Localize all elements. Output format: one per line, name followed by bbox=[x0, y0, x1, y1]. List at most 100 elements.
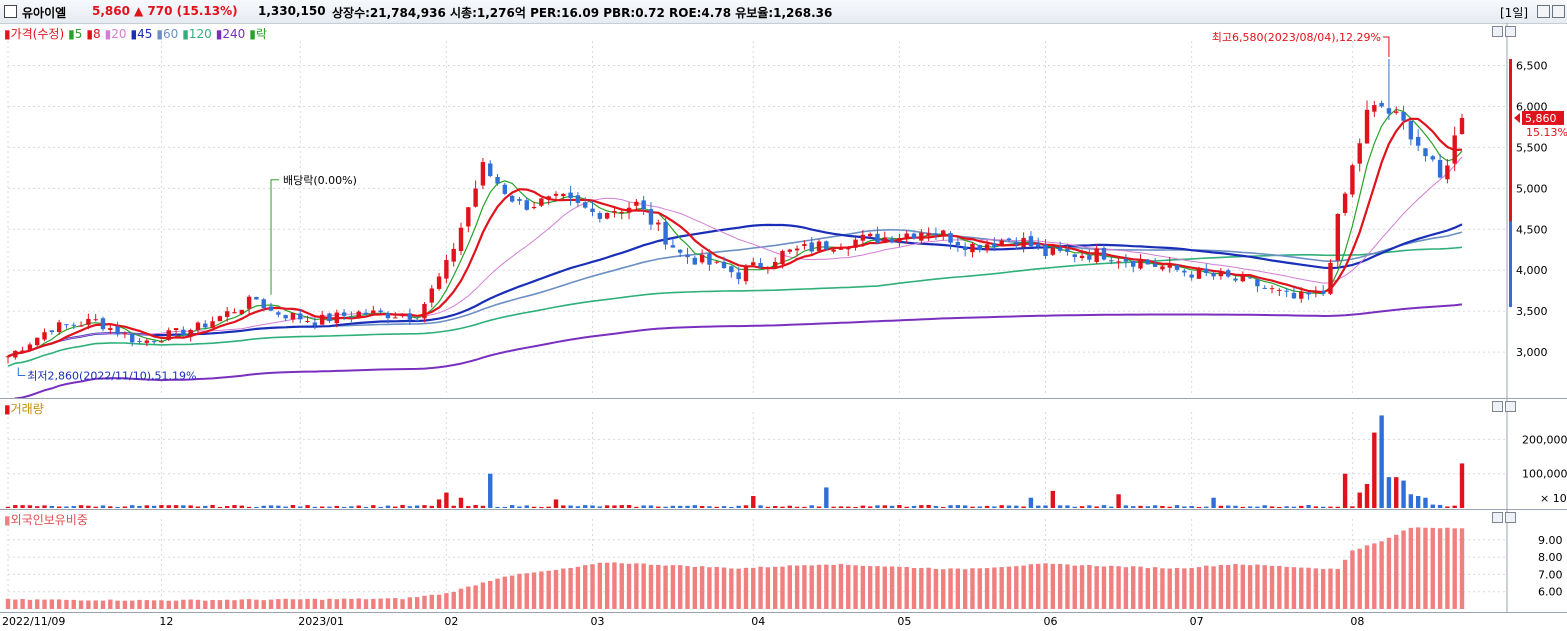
volume-bar bbox=[1379, 415, 1384, 508]
panel-settings-icon[interactable] bbox=[1492, 26, 1503, 37]
panel-settings-icon[interactable] bbox=[1492, 401, 1503, 412]
volume-bar bbox=[1211, 497, 1216, 508]
volume-bar bbox=[889, 505, 895, 508]
volume-bar bbox=[524, 505, 529, 508]
volume-bar bbox=[488, 473, 493, 508]
candle-body bbox=[1138, 260, 1143, 269]
candle-body bbox=[473, 188, 478, 207]
volume-bar bbox=[1028, 497, 1034, 508]
candle-body bbox=[298, 313, 303, 320]
candle-body bbox=[1262, 287, 1267, 289]
foreign-ratio-bar bbox=[1277, 565, 1282, 609]
price-change: ▲ 770 (15.13%) bbox=[134, 4, 238, 18]
candle-body bbox=[1204, 268, 1209, 274]
volume-bar bbox=[451, 505, 456, 508]
candle-body bbox=[407, 313, 413, 320]
y-tick-label: 5,500 bbox=[1516, 141, 1548, 154]
panel-close-icon[interactable] bbox=[1505, 401, 1516, 412]
foreign-ratio-bar bbox=[1189, 567, 1194, 609]
foreign-ratio-bar bbox=[1437, 528, 1443, 609]
foreign-ratio-bar bbox=[71, 599, 76, 609]
panel-settings-icon[interactable] bbox=[1492, 512, 1503, 523]
foreign-ratio-chart[interactable]: 6.00 7.00 8.00 9.00 bbox=[0, 509, 1567, 612]
candle-body bbox=[502, 184, 508, 194]
legend-item[interactable]: ▮8 bbox=[86, 27, 101, 41]
legend-item[interactable]: ▮20 bbox=[104, 27, 127, 41]
legend-item[interactable]: ▮240 bbox=[215, 27, 246, 41]
foreign-ratio-bar bbox=[553, 569, 559, 609]
candle-body bbox=[824, 241, 829, 250]
legend-item[interactable]: ▮60 bbox=[156, 27, 179, 41]
foreign-ratio-bar bbox=[933, 568, 939, 609]
foreign-ratio-bar bbox=[897, 566, 902, 609]
candle-body bbox=[714, 261, 719, 263]
candle-body bbox=[1394, 111, 1399, 113]
foreign-ratio-bar bbox=[1196, 567, 1202, 609]
select-checkbox[interactable] bbox=[4, 5, 17, 18]
candle-body bbox=[1094, 248, 1099, 262]
volume-bar bbox=[656, 506, 661, 508]
panel-close-icon[interactable] bbox=[1505, 512, 1516, 523]
volume-bar bbox=[1174, 505, 1180, 508]
y-tick-label: 6,000 bbox=[1516, 100, 1548, 113]
stock-name[interactable]: 유아이엘 bbox=[22, 6, 67, 20]
volume-bar bbox=[1299, 505, 1304, 508]
volume-bar bbox=[941, 506, 946, 508]
foreign-ratio-bar bbox=[232, 600, 237, 609]
legend-item[interactable]: ▮120 bbox=[182, 27, 212, 41]
candle-body bbox=[1284, 290, 1289, 292]
candle-body bbox=[1320, 290, 1326, 294]
foreign-ratio-bar bbox=[1211, 566, 1216, 609]
panel-close-icon[interactable] bbox=[1505, 26, 1516, 37]
foreign-ratio-bar bbox=[656, 564, 661, 609]
volume-bar bbox=[1415, 496, 1421, 508]
foreign-ratio-bar bbox=[1379, 541, 1384, 609]
maximize-icon[interactable] bbox=[1537, 5, 1550, 18]
volume-bar bbox=[173, 505, 179, 508]
volume-chart[interactable]: 100,000 200,000 × 10 bbox=[0, 398, 1567, 509]
volume-bar bbox=[502, 506, 508, 508]
volume-bar bbox=[546, 506, 551, 508]
candle-body bbox=[480, 162, 486, 186]
close-icon[interactable] bbox=[1552, 5, 1565, 18]
candle-body bbox=[1430, 156, 1435, 160]
foreign-ratio-bar bbox=[751, 567, 756, 609]
volume-bar bbox=[27, 505, 33, 508]
volume-bar bbox=[305, 505, 310, 508]
price-chart[interactable]: 3,000 3,500 4,000 4,500 5,000 5,500 6,000 6,500… bbox=[0, 23, 1567, 398]
foreign-ratio-bar bbox=[363, 599, 369, 609]
candle-body bbox=[539, 198, 544, 206]
foreign-ratio-bar bbox=[882, 566, 887, 609]
candle-body bbox=[130, 333, 135, 343]
foreign-ratio-bar bbox=[144, 600, 150, 609]
legend-item[interactable]: ▮45 bbox=[130, 27, 153, 41]
volume-bar bbox=[619, 505, 624, 508]
legend-item[interactable]: ▮5 bbox=[68, 27, 83, 41]
candle-body bbox=[203, 323, 208, 328]
y-tick-label: 100,000 bbox=[1522, 468, 1567, 481]
volume-bar bbox=[210, 504, 215, 508]
y-tick-label: 6.00 bbox=[1538, 586, 1563, 599]
volume-bar bbox=[860, 505, 866, 508]
legend-item[interactable]: ▮락 bbox=[249, 27, 267, 41]
candle-body bbox=[1357, 143, 1362, 164]
legend-item[interactable]: ▮가격(수정) bbox=[4, 27, 65, 41]
volume-bar bbox=[1072, 506, 1077, 508]
candle-body bbox=[933, 233, 939, 235]
volume-bar bbox=[1255, 506, 1260, 508]
candle-body bbox=[108, 328, 113, 330]
candle-body bbox=[100, 318, 106, 330]
candle-body bbox=[663, 221, 668, 245]
volume-bar bbox=[363, 506, 369, 508]
volume-bar bbox=[1262, 505, 1267, 508]
candle-body bbox=[1123, 259, 1129, 262]
period-selector[interactable]: [1일] bbox=[1500, 6, 1529, 20]
volume-bar bbox=[371, 505, 376, 508]
candle-body bbox=[115, 326, 120, 335]
foreign-ratio-bar bbox=[422, 595, 427, 609]
volume-bar bbox=[5, 506, 11, 508]
foreign-ratio-bar bbox=[1430, 527, 1435, 609]
price-panel: 3,000 3,500 4,000 4,500 5,000 5,500 6,000 6,500… bbox=[0, 23, 1567, 399]
foreign-ratio-bar bbox=[619, 563, 624, 609]
volume-bar bbox=[897, 504, 902, 508]
